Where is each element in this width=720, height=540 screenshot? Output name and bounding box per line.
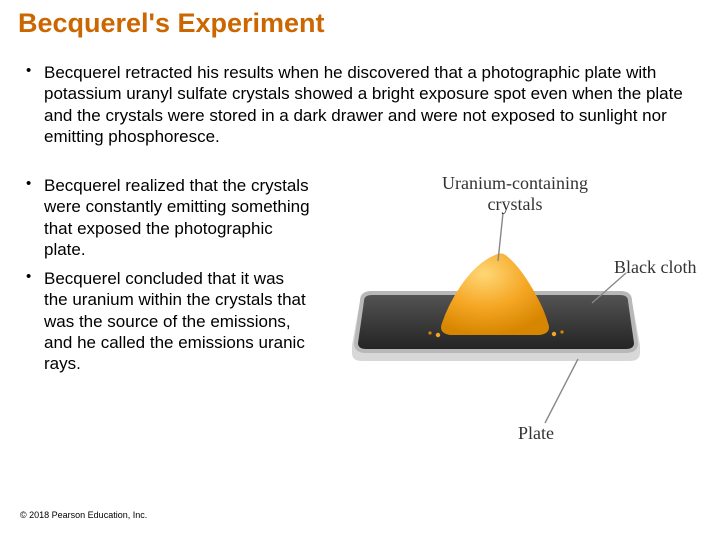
bullet-text: Becquerel realized that the crystals wer… <box>44 176 310 259</box>
label-crystals-l2: crystals <box>488 194 543 214</box>
crystal-grain <box>552 332 556 336</box>
copyright-text: © 2018 Pearson Education, Inc. <box>20 510 147 520</box>
bullet-block-2: Becquerel realized that the crystals wer… <box>22 175 312 382</box>
list-item: Becquerel retracted his results when he … <box>22 62 702 147</box>
list-item: Becquerel realized that the crystals wer… <box>22 175 312 260</box>
crystal-grain <box>436 333 440 337</box>
slide-title: Becquerel's Experiment <box>18 8 325 39</box>
label-crystals-l1: Uranium-containing <box>442 173 588 193</box>
label-crystals: Uranium-containing crystals <box>430 173 600 214</box>
crystal-grain <box>428 331 431 334</box>
bullet-block-1: Becquerel retracted his results when he … <box>22 62 702 155</box>
label-plate: Plate <box>518 423 554 444</box>
leader-plate <box>545 359 578 423</box>
bullet-text: Becquerel concluded that it was the uran… <box>44 269 306 373</box>
experiment-svg <box>330 175 700 465</box>
label-cloth: Black cloth <box>614 257 696 278</box>
bullet-text: Becquerel retracted his results when he … <box>44 63 683 146</box>
list-item: Becquerel concluded that it was the uran… <box>22 268 312 374</box>
crystal-pile <box>441 253 549 335</box>
experiment-figure: Uranium-containing crystals Black cloth … <box>330 175 700 465</box>
crystal-grain <box>560 330 563 333</box>
